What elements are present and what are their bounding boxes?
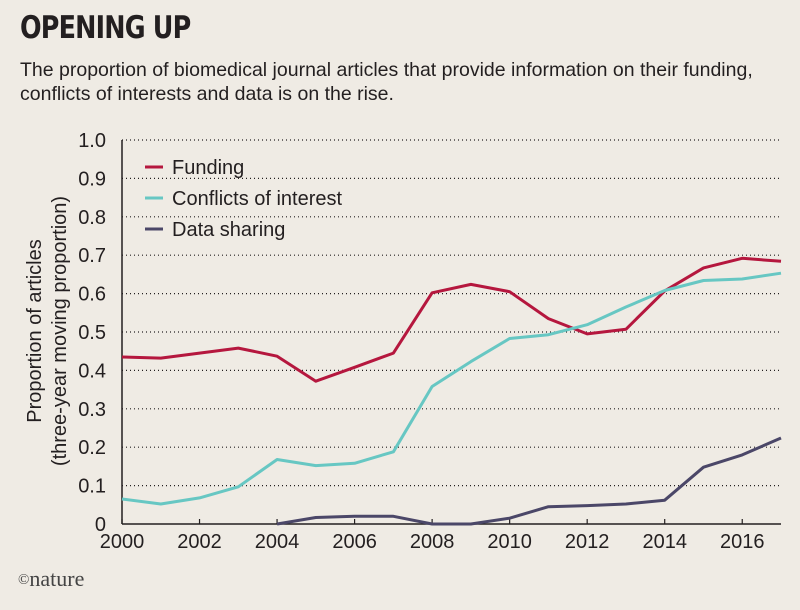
credit-text: nature <box>29 566 85 591</box>
y-tick-label: 0.8 <box>78 207 106 229</box>
y-tick-label: 0.6 <box>78 284 106 306</box>
y-axis-label-line2: (three-year moving proportion) <box>49 196 71 466</box>
y-tick-label: 0.4 <box>78 360 106 382</box>
x-tick-label: 2000 <box>100 531 145 553</box>
legend-label-funding: Funding <box>172 157 244 179</box>
y-tick-label: 0.7 <box>78 245 106 267</box>
series-line-funding <box>121 256 782 383</box>
y-tick-label: 0.3 <box>78 399 106 421</box>
series-lines <box>121 256 782 526</box>
x-tick-label: 2008 <box>410 531 455 553</box>
y-axis-label-line1: Proportion of articles <box>24 239 46 422</box>
x-tick-label: 2004 <box>255 531 300 553</box>
y-tick-label: 0.1 <box>78 476 106 498</box>
x-tick-label: 2014 <box>642 531 687 553</box>
y-tick-label: 0.9 <box>78 168 106 190</box>
chart-subtitle: The proportion of biomedical journal art… <box>20 59 753 105</box>
nature-logo: ©nature <box>18 566 84 592</box>
legend-label-conflicts-of-interest: Conflicts of interest <box>172 188 343 210</box>
y-axis-label: Proportion of articles (three-year movin… <box>24 196 71 466</box>
y-tick-label: 0.5 <box>78 322 106 344</box>
y-tick-label: 1.0 <box>78 130 106 152</box>
legend-label-data-sharing: Data sharing <box>172 219 285 241</box>
y-tick-label: 0 <box>95 514 106 536</box>
line-chart: Proportion of articles (three-year movin… <box>24 130 782 553</box>
x-tick-labels: 2000 2002 2004 2006 2008 2010 2012 2014 2016 <box>100 519 765 553</box>
series-line-conflicts-of-interest <box>121 271 782 506</box>
x-tick-label: 2010 <box>487 531 532 553</box>
copyright-symbol: © <box>18 572 30 588</box>
x-tick-label: 2006 <box>332 531 377 553</box>
x-tick-label: 2016 <box>720 531 765 553</box>
x-tick-label: 2002 <box>177 531 222 553</box>
y-tick-label: 0.2 <box>78 437 106 459</box>
y-tick-labels: 0 0.1 0.2 0.3 0.4 0.5 0.6 0.7 0.8 0.9 1.0 <box>78 130 106 536</box>
series-line-data-sharing <box>276 436 782 526</box>
chart-title: OPENING UP <box>20 10 191 46</box>
x-tick-label: 2012 <box>565 531 610 553</box>
legend: Funding Conflicts of interest Data sharing <box>145 157 343 241</box>
